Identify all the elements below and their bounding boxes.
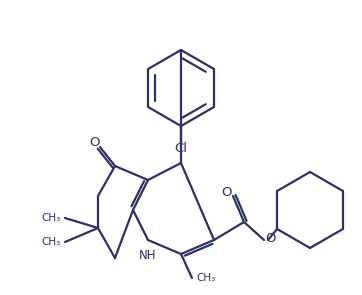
Text: Cl: Cl — [174, 142, 188, 155]
Text: CH₃: CH₃ — [196, 273, 215, 283]
Text: CH₃: CH₃ — [42, 213, 61, 223]
Text: O: O — [222, 186, 232, 199]
Text: O: O — [90, 137, 100, 150]
Text: O: O — [265, 232, 275, 245]
Text: CH₃: CH₃ — [42, 237, 61, 247]
Text: NH: NH — [139, 249, 157, 262]
